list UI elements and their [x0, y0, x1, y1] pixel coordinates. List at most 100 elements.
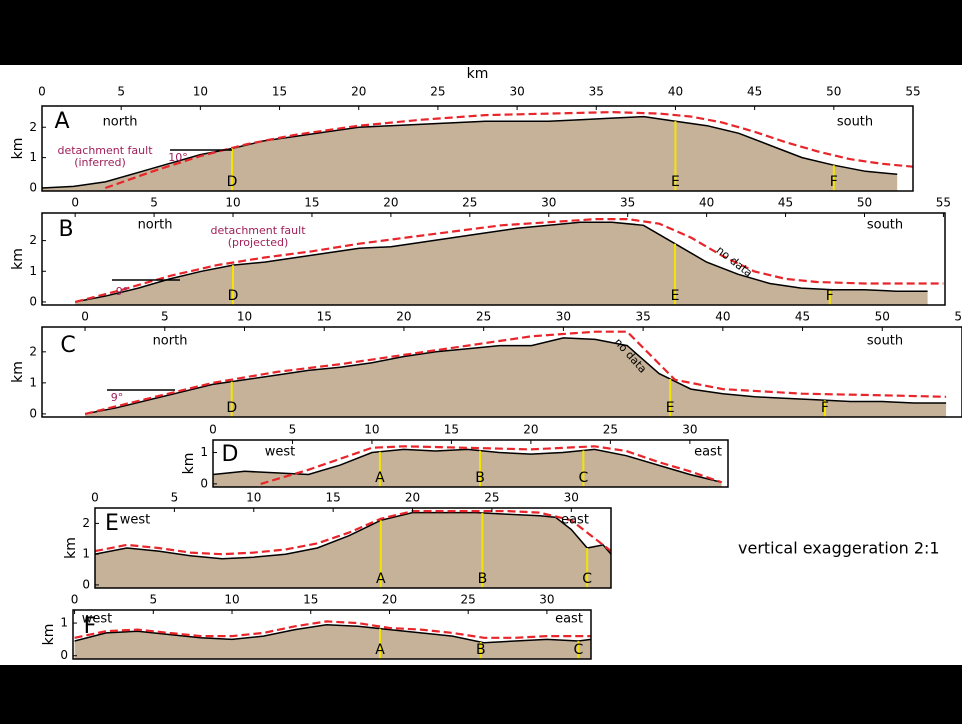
annotation: 9°	[111, 391, 124, 404]
x-tick-label: 15	[272, 85, 287, 99]
intersection-label: E	[671, 288, 680, 304]
intersection-label: F	[826, 288, 834, 304]
figure-note: vertical exaggeration 2:1	[738, 539, 940, 558]
intersection-label: B	[476, 642, 486, 658]
y-tick-label: 1	[200, 445, 208, 459]
y-axis-label: km	[10, 138, 26, 160]
y-axis-label: km	[41, 624, 57, 646]
x-tick-label: 55	[954, 310, 962, 324]
x-tick-label: 25	[484, 491, 499, 505]
x-tick-label: 55	[905, 85, 920, 99]
intersection-label: A	[375, 470, 385, 486]
x-tick-label: 20	[383, 196, 398, 210]
x-tick-label: 40	[699, 196, 714, 210]
y-tick-label: 0	[29, 406, 37, 420]
panel-label: C	[60, 333, 75, 358]
x-tick-label: 5	[289, 423, 297, 437]
page: vertical exaggeration 2:1 DEF05101520253…	[0, 0, 962, 724]
direction-label: north	[153, 334, 188, 349]
intersection-label: F	[821, 400, 829, 416]
intersection-label: C	[582, 571, 592, 587]
x-tick-label: 30	[682, 423, 697, 437]
y-tick-label: 1	[82, 547, 90, 561]
x-tick-label: 0	[38, 85, 46, 99]
annotation: 10°	[168, 151, 188, 164]
x-tick-label: 30	[509, 85, 524, 99]
x-tick-label: 10	[224, 593, 239, 607]
direction-label: south	[837, 115, 873, 130]
x-tick-label: 5	[117, 85, 125, 99]
direction-label: west	[82, 612, 113, 627]
x-tick-label: 30	[564, 491, 579, 505]
x-tick-label: 25	[462, 196, 477, 210]
x-tick-label: 25	[603, 423, 618, 437]
y-tick-label: 0	[29, 294, 37, 308]
intersection-label: C	[578, 470, 588, 486]
x-tick-label: 5	[171, 491, 179, 505]
x-tick-label: 15	[326, 491, 341, 505]
intersection-label: D	[227, 174, 238, 190]
x-tick-label: 0	[81, 310, 89, 324]
panel-label: D	[222, 442, 239, 467]
x-tick-label: 10	[193, 85, 208, 99]
x-tick-label: 50	[857, 196, 872, 210]
direction-label: east	[555, 612, 583, 627]
direction-label: north	[103, 115, 138, 130]
x-tick-label: 25	[476, 310, 491, 324]
intersection-label: D	[228, 288, 239, 304]
y-tick-label: 2	[82, 516, 90, 530]
x-tick-label: 10	[225, 196, 240, 210]
y-axis-label: km	[10, 361, 26, 383]
x-tick-label: 15	[317, 310, 332, 324]
x-tick-label: 0	[91, 491, 99, 505]
panel-label: A	[54, 109, 69, 134]
x-tick-label: 15	[303, 593, 318, 607]
panel-label: E	[105, 511, 119, 536]
x-tick-label: 0	[71, 593, 79, 607]
intersection-label: B	[475, 470, 485, 486]
x-tick-label: 15	[304, 196, 319, 210]
y-tick-label: 0	[200, 476, 208, 490]
y-axis-label: km	[181, 453, 197, 475]
direction-label: east	[561, 513, 589, 528]
y-tick-label: 1	[29, 375, 37, 389]
x-tick-label: 5	[149, 593, 157, 607]
x-tick-label: 30	[556, 310, 571, 324]
annotation: (projected)	[228, 236, 289, 249]
intersection-label: A	[376, 571, 386, 587]
direction-label: north	[138, 218, 173, 233]
y-axis-label: km	[10, 248, 26, 270]
x-tick-label: 0	[209, 423, 217, 437]
x-tick-label: 45	[778, 196, 793, 210]
x-tick-label: 25	[461, 593, 476, 607]
x-tick-label: 10	[364, 423, 379, 437]
x-tick-label: 45	[795, 310, 810, 324]
intersection-label: E	[666, 400, 675, 416]
x-tick-label: 20	[523, 423, 538, 437]
direction-label: west	[265, 445, 296, 460]
y-tick-label: 0	[82, 577, 90, 591]
x-tick-label: 45	[747, 85, 762, 99]
x-tick-label: 35	[635, 310, 650, 324]
figure: vertical exaggeration 2:1 DEF05101520253…	[0, 0, 962, 724]
y-tick-label: 2	[29, 120, 37, 134]
x-tick-label: 50	[875, 310, 890, 324]
x-tick-label: 55	[936, 196, 951, 210]
x-tick-label: 20	[396, 310, 411, 324]
direction-label: south	[867, 218, 903, 233]
x-tick-label: 40	[668, 85, 683, 99]
y-tick-label: 2	[29, 344, 37, 358]
x-tick-label: 5	[150, 196, 158, 210]
x-tick-label: 30	[541, 196, 556, 210]
x-tick-label: 5	[161, 310, 169, 324]
x-tick-label: 20	[405, 491, 420, 505]
direction-label: west	[120, 513, 151, 528]
intersection-label: D	[226, 400, 237, 416]
panel-label: B	[58, 217, 73, 242]
intersection-label: C	[574, 642, 584, 658]
intersection-label: B	[478, 571, 488, 587]
x-tick-label: 35	[589, 85, 604, 99]
direction-label: east	[694, 445, 722, 460]
y-tick-label: 0	[60, 648, 68, 662]
x-tick-label: 15	[444, 423, 459, 437]
